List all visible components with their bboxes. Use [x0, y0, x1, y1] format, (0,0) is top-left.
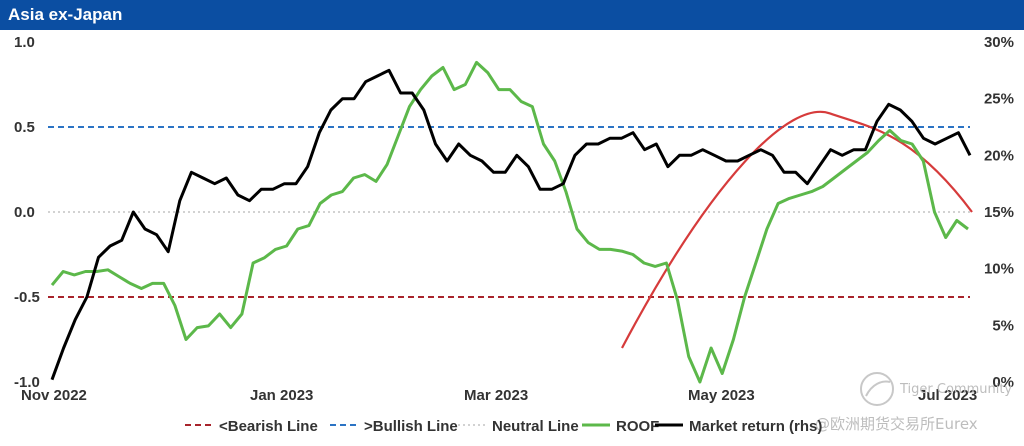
- legend-item: Market return (rhs): [655, 418, 822, 435]
- watermark-circle: [860, 372, 894, 406]
- axes: 1.0 0.5 0.0 -0.5 -1.0 30% 25% 20% 15% 10% 5% 0% Nov …: [14, 34, 1014, 404]
- legend-item: Neutral Line: [458, 418, 579, 435]
- legend-label: ROOF: [616, 418, 659, 435]
- legend: <Bearish Line >Bullish Line Neutral Line RO…: [185, 418, 822, 435]
- x-tick: May 2023: [688, 387, 755, 404]
- chart-title: Asia ex-Japan: [8, 5, 123, 24]
- reference-lines: [48, 126, 970, 298]
- x-tick: Nov 2022: [21, 387, 87, 404]
- x-tick: Jul 2023: [918, 387, 977, 404]
- y-right-tick: 10%: [984, 261, 1014, 278]
- y-right-tick: 5%: [992, 317, 1014, 334]
- legend-label: <Bearish Line: [219, 418, 318, 435]
- x-tick: Mar 2023: [464, 387, 528, 404]
- watermark-text-1: Tiger Community: [899, 382, 1012, 397]
- legend-item: ROOF: [582, 418, 659, 435]
- legend-item: >Bullish Line: [330, 418, 458, 435]
- y-right-tick: 15%: [984, 204, 1014, 221]
- y-right-tick: 30%: [984, 34, 1014, 51]
- y-left-tick: -1.0: [14, 374, 40, 391]
- market-return-series-line: [50, 68, 972, 381]
- watermark-logo: Tiger Community @欧洲期货交易所Eurex: [815, 372, 1012, 433]
- y-left-tick: 0.5: [14, 119, 35, 136]
- legend-label: >Bullish Line: [364, 418, 458, 435]
- y-right-tick: 25%: [984, 91, 1014, 108]
- legend-item: <Bearish Line: [185, 418, 318, 435]
- y-right-tick: 20%: [984, 147, 1014, 164]
- watermark-swoosh: [865, 380, 891, 397]
- trend-curve: [621, 110, 973, 349]
- watermark-text-2: @欧洲期货交易所Eurex: [815, 415, 978, 433]
- y-left-tick: -0.5: [14, 289, 40, 306]
- y-left-tick: 0.0: [14, 204, 35, 221]
- legend-label: Neutral Line: [492, 418, 579, 435]
- roof-series-line: [50, 60, 969, 384]
- trend-curve-layer: [621, 110, 973, 349]
- legend-label: Market return (rhs): [689, 418, 822, 435]
- chart-header: Asia ex-Japan: [0, 0, 1024, 30]
- x-tick: Jan 2023: [250, 387, 313, 404]
- y-left-tick: 1.0: [14, 34, 35, 51]
- y-right-tick: 0%: [992, 374, 1014, 391]
- series-layer: [50, 60, 972, 384]
